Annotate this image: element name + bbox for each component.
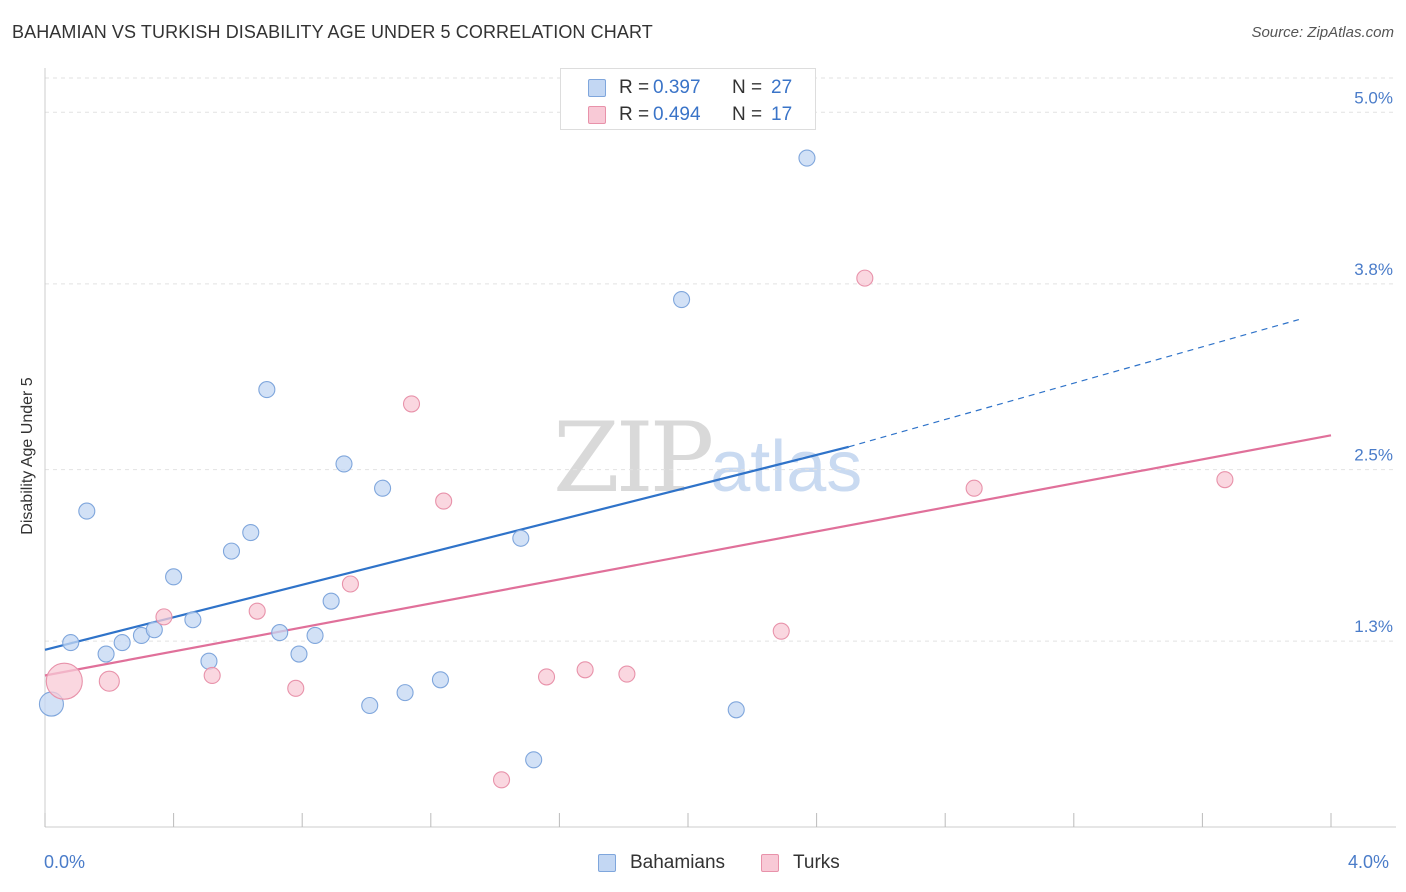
legend-swatch-bahamians (588, 79, 606, 97)
y-tick-label: 5.0% (1354, 88, 1393, 107)
point-bahamians (271, 624, 289, 642)
point-turks (248, 602, 266, 620)
point-turks (402, 395, 421, 413)
axes (44, 68, 1396, 828)
point-turks (492, 771, 511, 789)
legend-r-value: 0.494 (653, 104, 701, 125)
point-bahamians (200, 652, 218, 670)
point-bahamians (431, 671, 449, 689)
point-bahamians (97, 645, 115, 663)
grid-lines (45, 77, 1396, 642)
bottom-legend-swatch-bahamians (598, 854, 616, 872)
x-tick-label-min: 0.0% (44, 852, 86, 872)
point-bahamians (335, 455, 353, 473)
point-turks (772, 622, 790, 640)
point-turks (287, 679, 305, 697)
legend-swatch-turks (588, 106, 606, 124)
watermark-atlas: atlas (710, 427, 863, 507)
point-bahamians (222, 542, 241, 560)
point-turks (537, 668, 556, 686)
chart-title: BAHAMIAN VS TURKISH DISABILITY AGE UNDER… (12, 22, 653, 42)
trend-line-turks (44, 434, 1332, 677)
point-turks (856, 269, 874, 287)
y-tick-label: 2.5% (1354, 446, 1393, 465)
legend-n-label: N = (732, 104, 763, 125)
trend-lines (44, 318, 1332, 677)
point-bahamians (525, 751, 543, 769)
data-points (38, 149, 1234, 789)
point-turks (1216, 471, 1234, 489)
watermark-zip: ZIP (553, 402, 714, 514)
watermark: ZIPatlas (553, 402, 862, 514)
point-bahamians (78, 502, 96, 520)
point-bahamians (165, 568, 183, 586)
source-label: Source: ZipAtlas.com (1251, 24, 1394, 41)
point-bahamians (322, 592, 340, 610)
point-turks (203, 666, 221, 685)
point-bahamians (727, 701, 745, 719)
point-turks (576, 661, 594, 679)
point-bahamians (242, 523, 260, 542)
bottom-legend-label-bahamians: Bahamians (630, 852, 726, 873)
point-turks (45, 662, 83, 700)
legend-n-value: 27 (771, 77, 793, 98)
y-tick-label: 1.3% (1354, 617, 1393, 636)
legend-r-label: R = (619, 77, 650, 98)
point-turks (965, 479, 983, 497)
point-bahamians (798, 149, 816, 167)
trend-line-bahamians (44, 445, 850, 651)
point-bahamians (290, 645, 308, 663)
bottom-legend-label-turks: Turks (793, 852, 840, 873)
trend-line-extension-bahamians (848, 318, 1300, 448)
point-bahamians (361, 696, 379, 715)
y-tick-labels: 1.3% 2.5% 3.8% 5.0% (1354, 88, 1393, 636)
point-turks (155, 608, 173, 626)
point-bahamians (145, 621, 163, 639)
bottom-legend-swatch-turks (761, 854, 779, 872)
point-turks (341, 575, 359, 593)
correlation-legend: R = 0.397 N = 27 R = 0.494 N = 17 (560, 68, 816, 130)
y-tick-label: 3.8% (1354, 260, 1393, 279)
legend-r-label: R = (619, 104, 650, 125)
x-tick-label-max: 4.0% (1348, 852, 1390, 872)
point-turks (435, 492, 453, 510)
point-bahamians (673, 291, 691, 309)
point-bahamians (374, 479, 392, 497)
legend-n-label: N = (732, 77, 763, 98)
point-bahamians (62, 634, 80, 652)
point-bahamians (306, 626, 324, 645)
point-bahamians (396, 684, 414, 702)
point-bahamians (258, 381, 276, 399)
point-turks (98, 670, 120, 692)
legend-n-value: 17 (771, 104, 793, 125)
point-bahamians (184, 611, 202, 629)
point-bahamians (512, 529, 530, 547)
point-bahamians (113, 634, 131, 652)
legend-r-value: 0.397 (653, 77, 701, 98)
point-turks (618, 665, 636, 683)
